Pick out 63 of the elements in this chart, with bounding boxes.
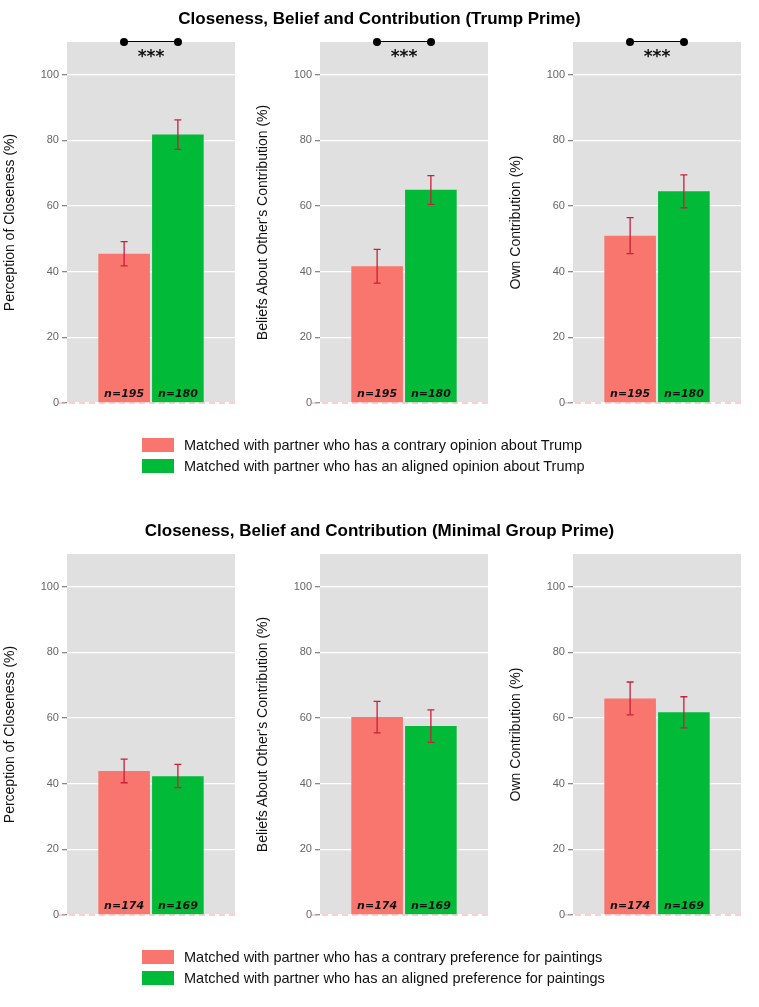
- y-tick-label: 20: [46, 330, 59, 343]
- annotation: n=174: [357, 899, 398, 912]
- y-tick-label: 0: [558, 396, 565, 409]
- y-tick-label: 0: [558, 908, 565, 921]
- y-axis-title: Perception of Closeness (%): [1, 133, 18, 312]
- y-tick-label: 20: [46, 842, 59, 855]
- annotation: n=169: [663, 899, 705, 912]
- annotation: ***: [137, 46, 165, 66]
- annotation: n=195: [610, 387, 651, 400]
- legend-label: Matched with partner who has an aligned opinion about Trump: [184, 457, 585, 474]
- y-tick-label: 0: [305, 908, 312, 921]
- y-tick-label: 0: [52, 908, 59, 921]
- y-tick-label: 40: [552, 264, 565, 277]
- y-tick-label: 60: [552, 711, 565, 724]
- y-tick-label: 80: [552, 645, 565, 658]
- annotation: n=180: [663, 387, 705, 400]
- annotation: n=180: [410, 387, 452, 400]
- annotation: ***: [390, 46, 418, 66]
- annotation: n=195: [357, 387, 398, 400]
- annotation: n=169: [157, 899, 199, 912]
- y-axis-title: Own Contribution (%): [507, 155, 524, 290]
- y-tick-label: 60: [552, 199, 565, 212]
- y-tick-label: 60: [46, 199, 59, 212]
- y-tick-label: 0: [305, 396, 312, 409]
- y-tick-label: 80: [299, 645, 312, 658]
- y-tick-label: 40: [299, 776, 312, 789]
- legend-label: Matched with partner who has a contrary preference for paintings: [184, 948, 603, 965]
- y-tick-label: 20: [552, 842, 565, 855]
- y-tick-label: 40: [552, 776, 565, 789]
- y-tick-label: 80: [552, 133, 565, 146]
- y-tick-label: 60: [299, 199, 312, 212]
- y-tick-label: 20: [299, 330, 312, 343]
- y-axis-title: Beliefs About Other's Contribution (%): [254, 616, 271, 853]
- y-axis-title: Beliefs About Other's Contribution (%): [254, 104, 271, 341]
- annotation: n=174: [610, 899, 651, 912]
- y-tick-label: 80: [46, 645, 59, 658]
- y-tick-label: 100: [40, 579, 59, 592]
- annotation: n=169: [410, 899, 452, 912]
- chart-title: Closeness, Belief and Contribution (Trump Prime): [177, 8, 582, 30]
- y-tick-label: 40: [299, 264, 312, 277]
- y-tick-label: 20: [552, 330, 565, 343]
- y-tick-label: 100: [293, 67, 312, 80]
- y-tick-label: 60: [46, 711, 59, 724]
- y-tick-label: 100: [40, 67, 59, 80]
- annotation: n=174: [104, 899, 145, 912]
- y-tick-label: 20: [299, 842, 312, 855]
- y-tick-label: 80: [299, 133, 312, 146]
- y-tick-label: 100: [546, 67, 565, 80]
- chart-title: Closeness, Belief and Contribution (Minimal Group Prime): [143, 520, 616, 542]
- legend-label: Matched with partner who has a contrary opinion about Trump: [184, 436, 583, 453]
- y-tick-label: 80: [46, 133, 59, 146]
- y-tick-label: 40: [46, 264, 59, 277]
- annotation: n=180: [157, 387, 199, 400]
- legend-label: Matched with partner who has an aligned preference for paintings: [184, 969, 605, 986]
- annotation: n=195: [104, 387, 145, 400]
- y-axis-title: Perception of Closeness (%): [1, 645, 18, 824]
- y-axis-title: Own Contribution (%): [507, 667, 524, 802]
- y-tick-label: 100: [293, 579, 312, 592]
- y-tick-label: 60: [299, 711, 312, 724]
- y-tick-label: 40: [46, 776, 59, 789]
- y-tick-label: 100: [546, 579, 565, 592]
- annotation: ***: [643, 46, 671, 66]
- y-tick-label: 0: [52, 396, 59, 409]
